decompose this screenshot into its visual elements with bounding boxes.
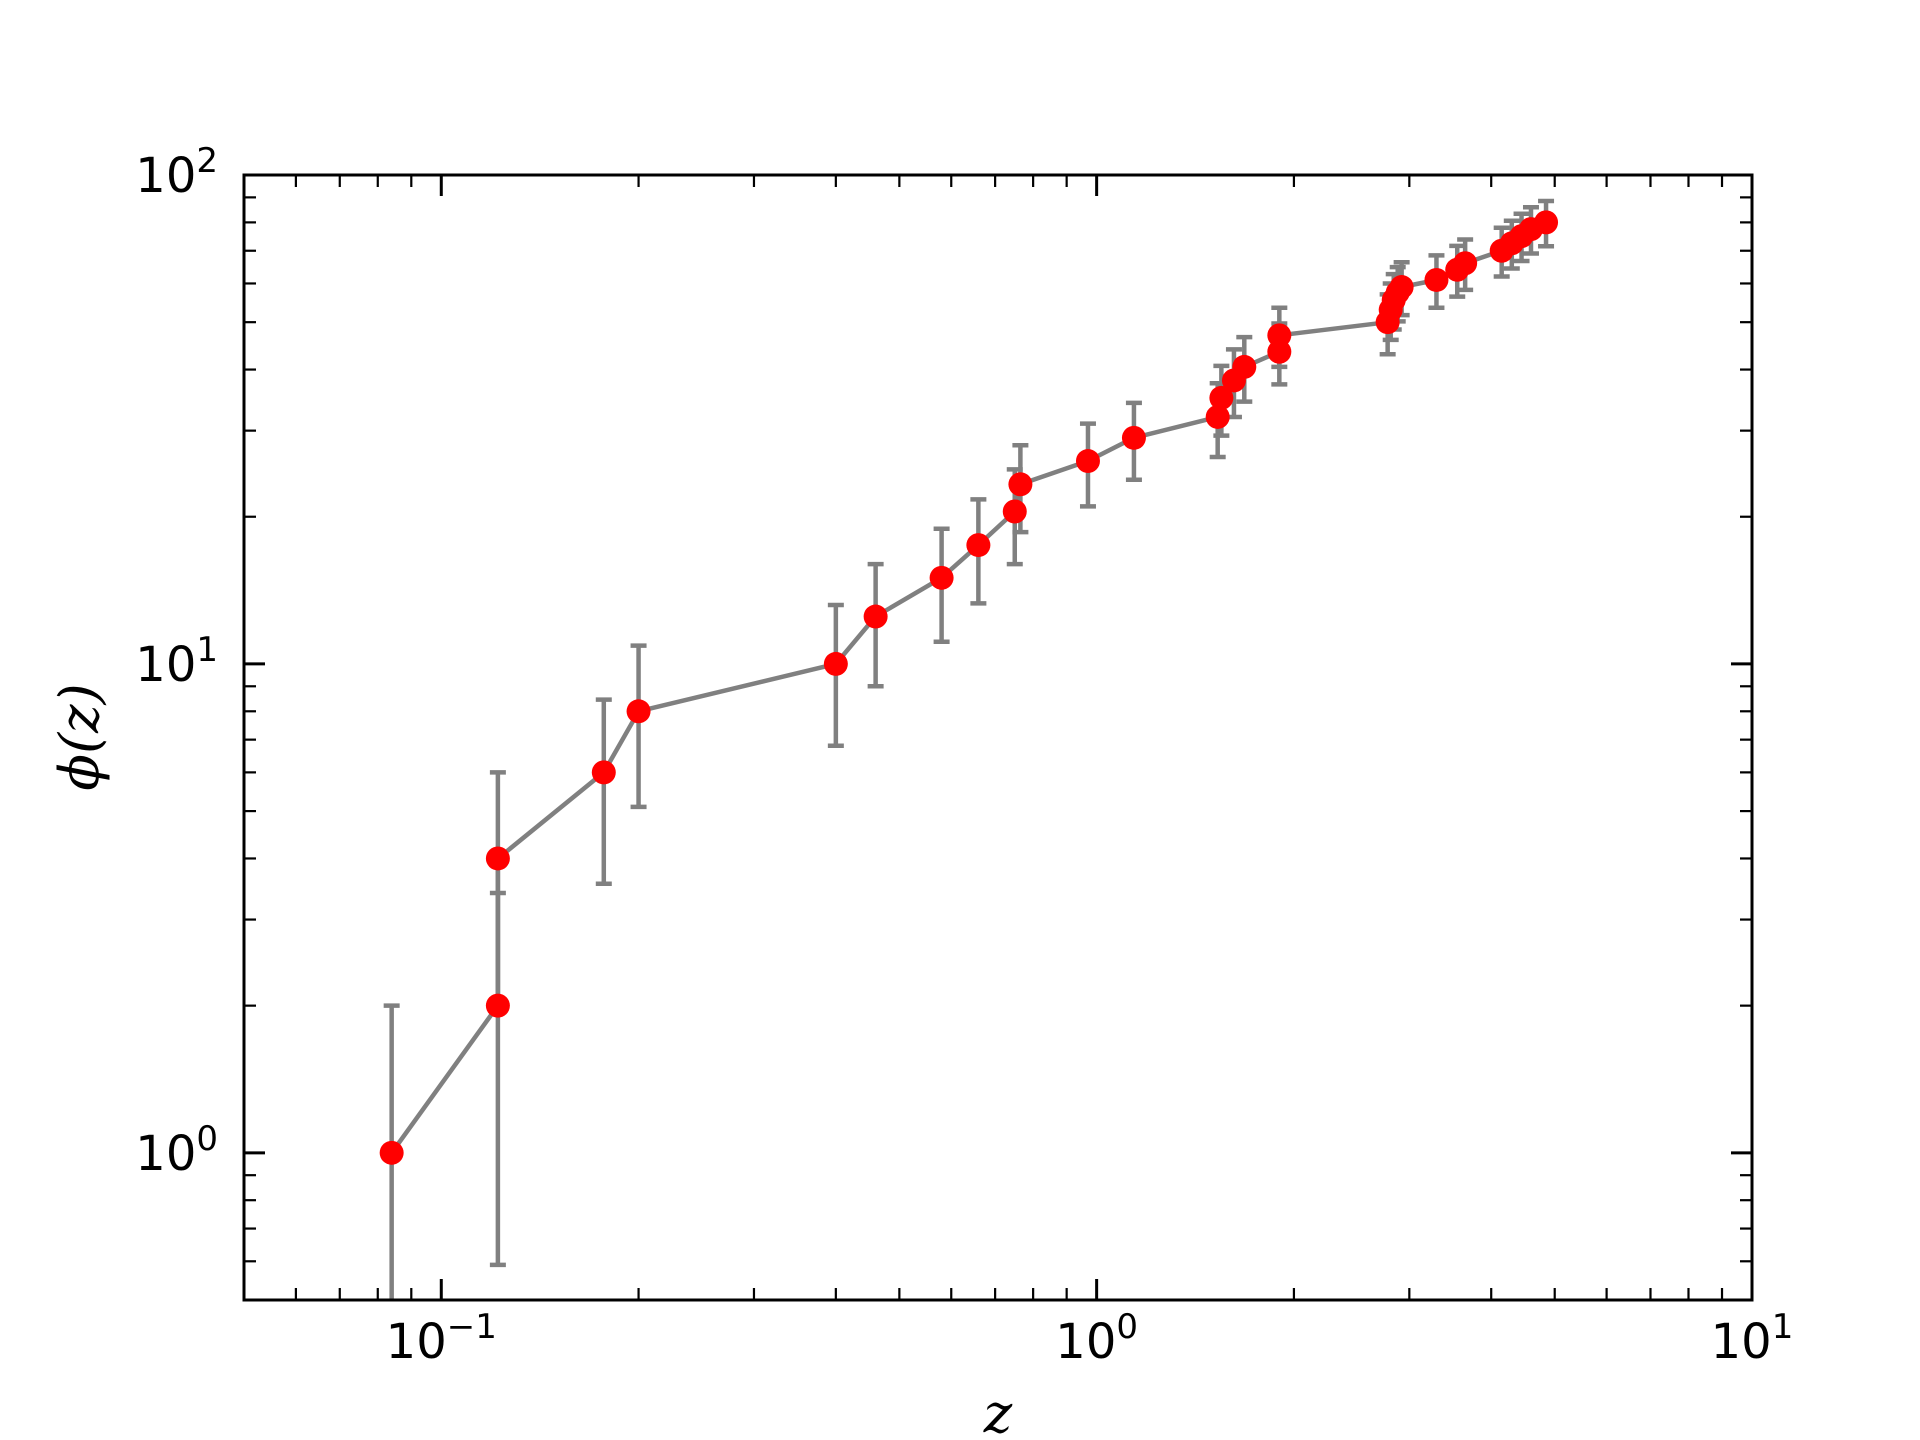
data-series — [379, 198, 1559, 1300]
tick-labels: 10−1 100 101 100 101 102 — [135, 141, 1793, 1370]
data-point — [823, 651, 848, 676]
y-tick-label: 100 — [135, 1119, 218, 1182]
data-point — [626, 699, 651, 724]
data-point — [1389, 275, 1414, 300]
data-point — [1075, 449, 1100, 474]
x-tick-label: 101 — [1711, 1307, 1794, 1370]
y-tick-label: 102 — [135, 141, 218, 204]
data-point — [1267, 323, 1292, 348]
data-point — [966, 533, 991, 558]
data-point — [1267, 339, 1292, 364]
data-point — [1209, 385, 1234, 410]
data-point — [591, 760, 616, 785]
data-point — [1534, 210, 1559, 235]
data-point — [1205, 404, 1230, 429]
data-point — [929, 565, 954, 590]
data-point — [1232, 354, 1257, 379]
plot-frame — [242, 173, 1754, 1302]
data-point — [1121, 425, 1146, 450]
x-tick-label: 10−1 — [386, 1307, 497, 1370]
y-tick-label: 101 — [135, 630, 218, 693]
x-axis-label: z — [983, 1382, 1013, 1440]
data-point — [1424, 267, 1449, 292]
plot-background — [244, 175, 1752, 1300]
data-point — [863, 604, 888, 629]
data-point — [485, 846, 510, 871]
data-point — [379, 1140, 404, 1165]
data-point — [1002, 499, 1027, 524]
data-point — [1008, 472, 1033, 497]
data-point — [485, 993, 510, 1018]
y-axis-label: ϕ(z) — [48, 683, 111, 790]
x-tick-label: 100 — [1055, 1307, 1138, 1370]
data-point — [1453, 251, 1478, 276]
